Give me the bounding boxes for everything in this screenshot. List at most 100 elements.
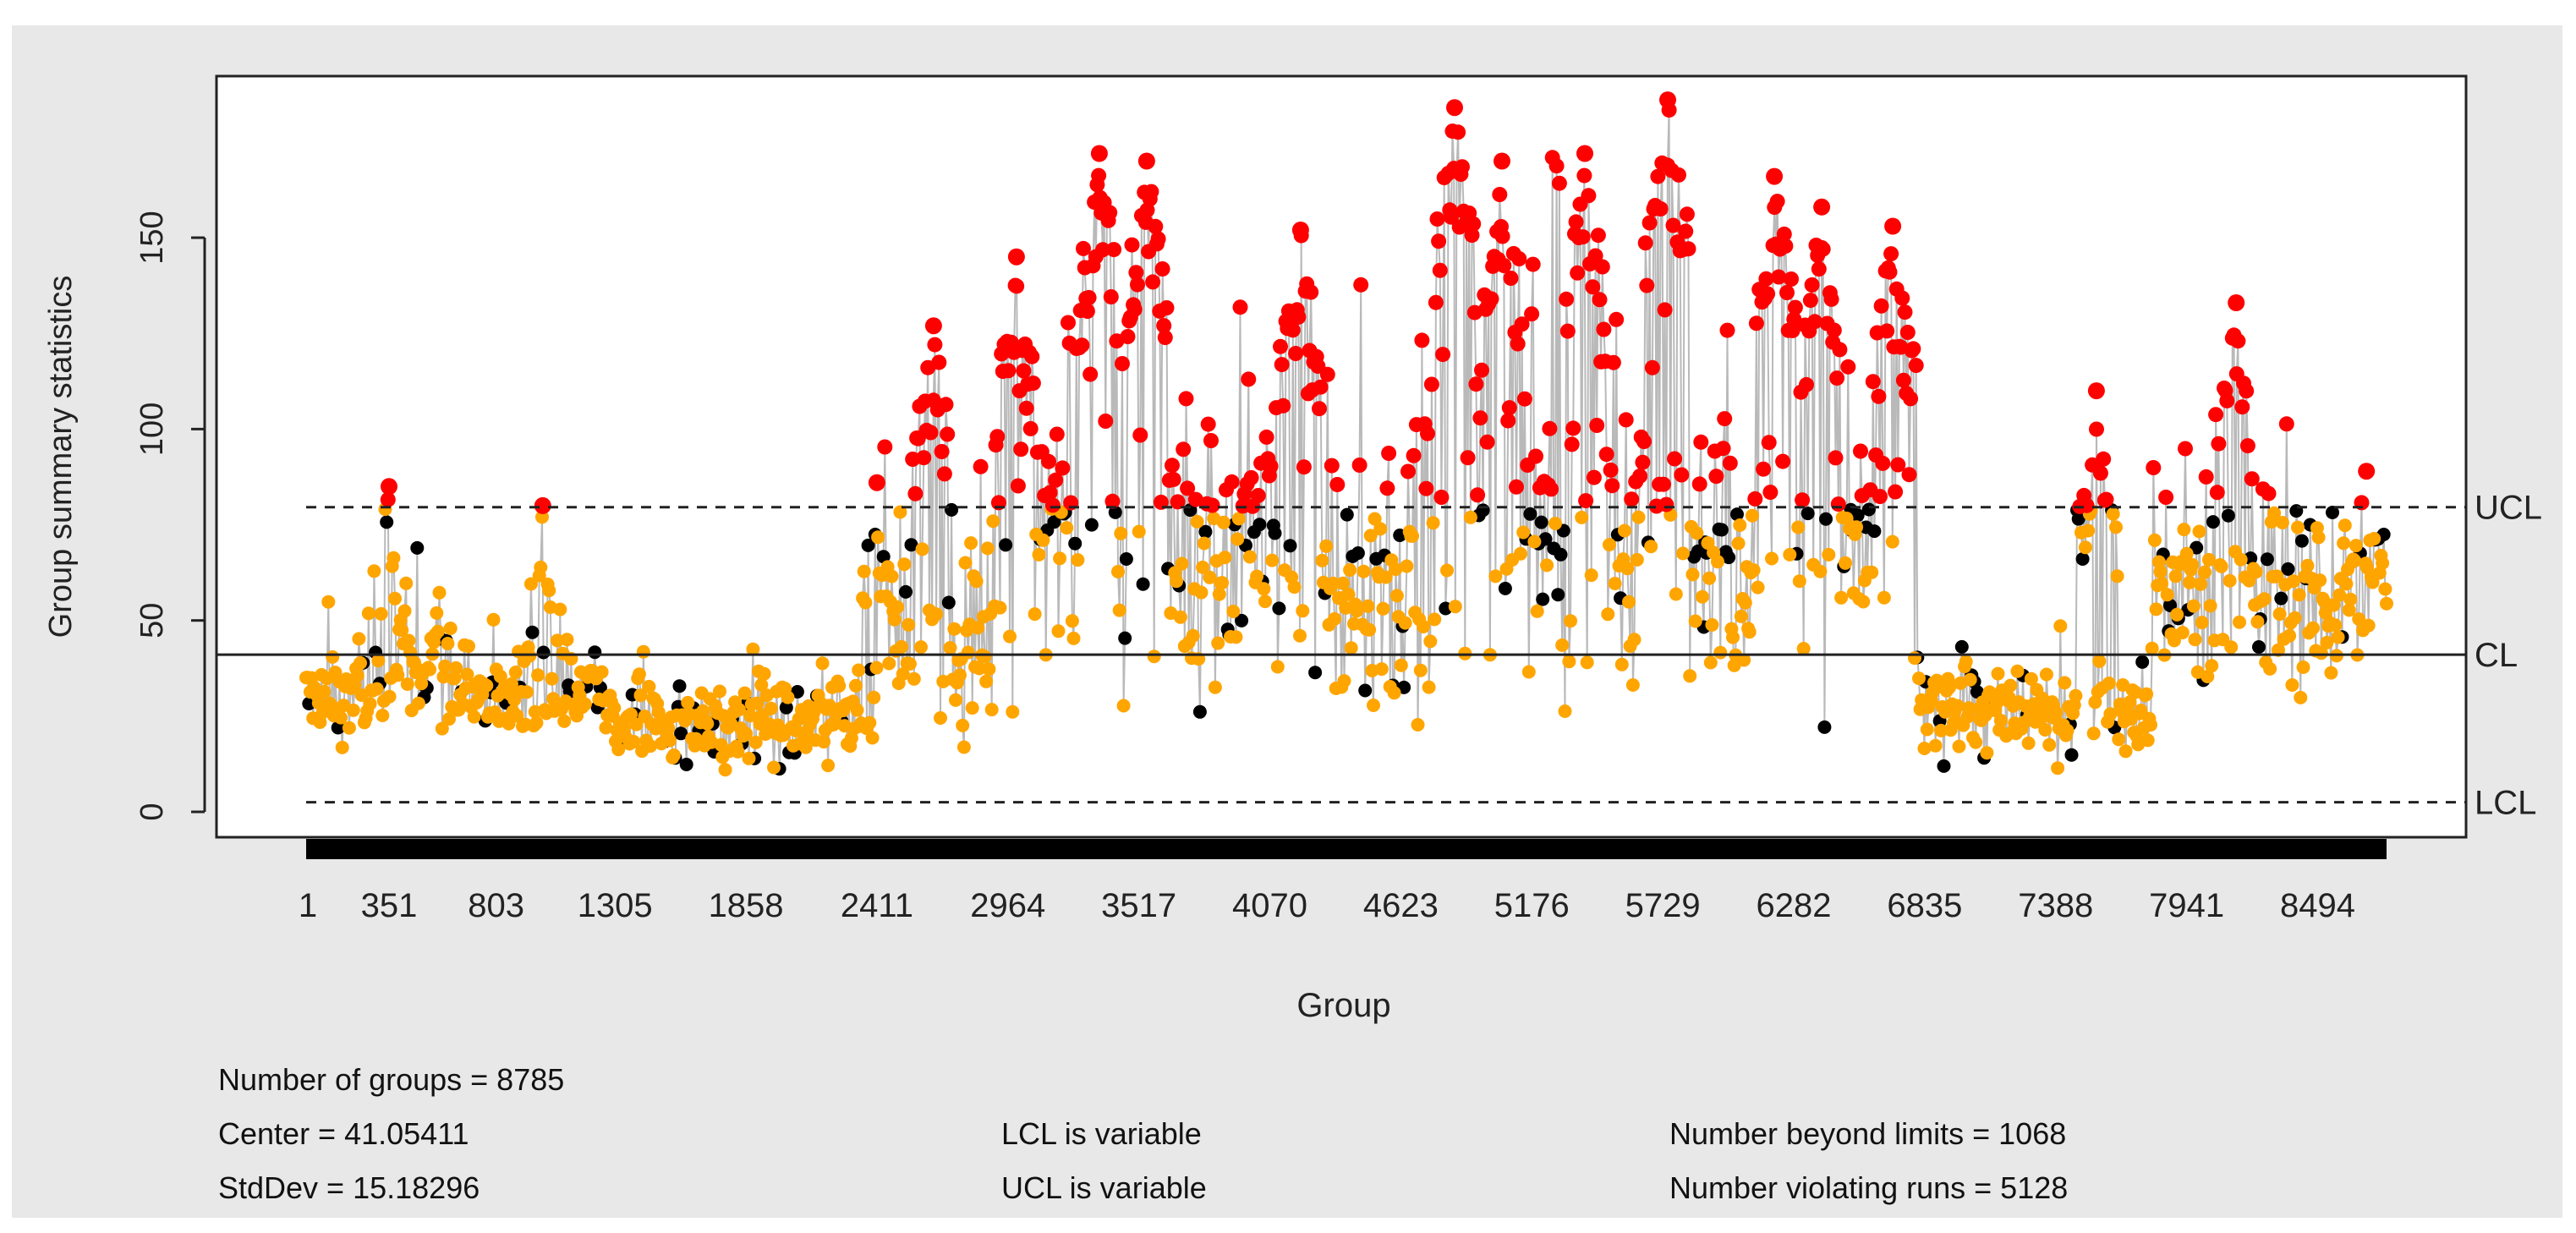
point-violating-run <box>858 565 871 578</box>
point-beyond-limits <box>1098 414 1113 429</box>
point-violating-run <box>1834 591 1848 605</box>
point-beyond-limits <box>1853 444 1868 459</box>
point-beyond-limits <box>2089 422 2104 437</box>
peak-point <box>381 478 397 495</box>
point-violating-run <box>2194 578 2207 591</box>
point-in-control <box>526 626 540 639</box>
point-violating-run <box>907 672 921 686</box>
point-beyond-limits <box>1816 242 1831 257</box>
point-beyond-limits <box>1104 289 1119 304</box>
x-tick-label: 5729 <box>1625 887 1701 924</box>
point-violating-run <box>534 561 547 574</box>
point-violating-run <box>1191 515 1204 529</box>
point-violating-run <box>978 650 992 664</box>
point-violating-run <box>2250 615 2264 628</box>
point-violating-run <box>2378 583 2392 596</box>
point-violating-run <box>441 637 454 650</box>
point-violating-run <box>1114 527 1127 540</box>
point-beyond-limits <box>1024 349 1039 364</box>
point-violating-run <box>982 662 995 676</box>
point-violating-run <box>520 685 534 699</box>
point-violating-run <box>542 584 556 597</box>
point-beyond-limits <box>1509 480 1524 495</box>
point-violating-run <box>1117 699 1131 713</box>
point-beyond-limits <box>2240 438 2255 453</box>
point-violating-run <box>1338 674 1351 688</box>
point-beyond-limits <box>1775 454 1790 469</box>
point-violating-run <box>2343 593 2357 606</box>
point-beyond-limits <box>1717 411 1732 426</box>
point-beyond-limits <box>1406 448 1422 463</box>
point-violating-run <box>402 634 415 648</box>
point-violating-run <box>1440 564 1454 578</box>
point-violating-run <box>1060 521 1073 534</box>
point-violating-run <box>2291 521 2305 534</box>
point-beyond-limits <box>1041 454 1056 469</box>
point-violating-run <box>994 601 1007 615</box>
point-beyond-limits <box>1353 277 1368 293</box>
point-violating-run <box>2112 732 2125 746</box>
point-violating-run <box>1411 718 1425 732</box>
point-beyond-limits <box>2093 466 2108 481</box>
point-in-control <box>1068 537 1082 551</box>
point-beyond-limits <box>1656 477 1671 492</box>
point-violating-run <box>399 577 413 590</box>
point-beyond-limits <box>1016 364 1031 379</box>
point-violating-run <box>1980 746 1993 759</box>
point-beyond-limits <box>1461 450 1476 465</box>
point-violating-run <box>1791 521 1805 534</box>
point-violating-run <box>1540 558 1554 572</box>
point-violating-run <box>1052 624 1066 638</box>
point-violating-run <box>2205 659 2218 672</box>
point-in-control <box>942 596 956 610</box>
point-violating-run <box>561 633 574 646</box>
point-violating-run <box>767 761 781 775</box>
point-beyond-limits <box>924 425 939 441</box>
point-violating-run <box>1575 511 1588 524</box>
point-beyond-limits <box>1145 274 1160 289</box>
point-violating-run <box>1377 602 1390 616</box>
point-beyond-limits <box>1549 158 1565 173</box>
point-beyond-limits <box>1639 278 1654 293</box>
point-beyond-limits <box>1511 251 1526 266</box>
point-violating-run <box>1003 630 1017 644</box>
point-beyond-limits <box>2158 490 2173 505</box>
point-violating-run <box>2324 666 2338 680</box>
point-violating-run <box>851 704 864 717</box>
point-violating-run <box>2367 532 2381 545</box>
point-violating-run <box>531 668 545 682</box>
point-violating-run <box>1743 625 1757 638</box>
point-violating-run <box>2051 761 2064 775</box>
stat-number-of-groups: Number of groups = 8785 <box>218 1062 564 1098</box>
point-violating-run <box>719 763 732 776</box>
point-beyond-limits <box>1381 446 1396 461</box>
point-violating-run <box>858 596 872 610</box>
point-violating-run <box>852 664 865 677</box>
point-violating-run <box>351 669 364 682</box>
peak-point <box>2088 382 2105 399</box>
point-in-control <box>1477 503 1490 517</box>
point-in-control <box>1358 684 1372 698</box>
point-violating-run <box>487 613 501 627</box>
point-violating-run <box>423 663 436 677</box>
point-beyond-limits <box>1492 187 1507 202</box>
point-beyond-limits <box>1560 324 1576 339</box>
point-violating-run <box>1865 566 1878 579</box>
point-beyond-limits <box>1127 302 1143 317</box>
point-beyond-limits <box>1288 346 1303 361</box>
point-beyond-limits <box>1840 359 1855 375</box>
point-beyond-limits <box>1455 159 1470 174</box>
point-in-control <box>1284 539 1297 552</box>
point-beyond-limits <box>1894 291 1910 306</box>
point-beyond-limits <box>1023 421 1039 436</box>
point-in-control <box>2076 552 2090 566</box>
point-beyond-limits <box>1653 201 1669 216</box>
point-violating-run <box>362 606 375 620</box>
point-beyond-limits <box>1205 498 1220 513</box>
point-beyond-limits <box>1576 229 1591 244</box>
point-beyond-limits <box>2239 383 2254 398</box>
point-violating-run <box>1132 525 1146 539</box>
point-beyond-limits <box>1599 447 1614 462</box>
point-violating-run <box>444 622 458 635</box>
point-violating-run <box>1218 551 1231 564</box>
